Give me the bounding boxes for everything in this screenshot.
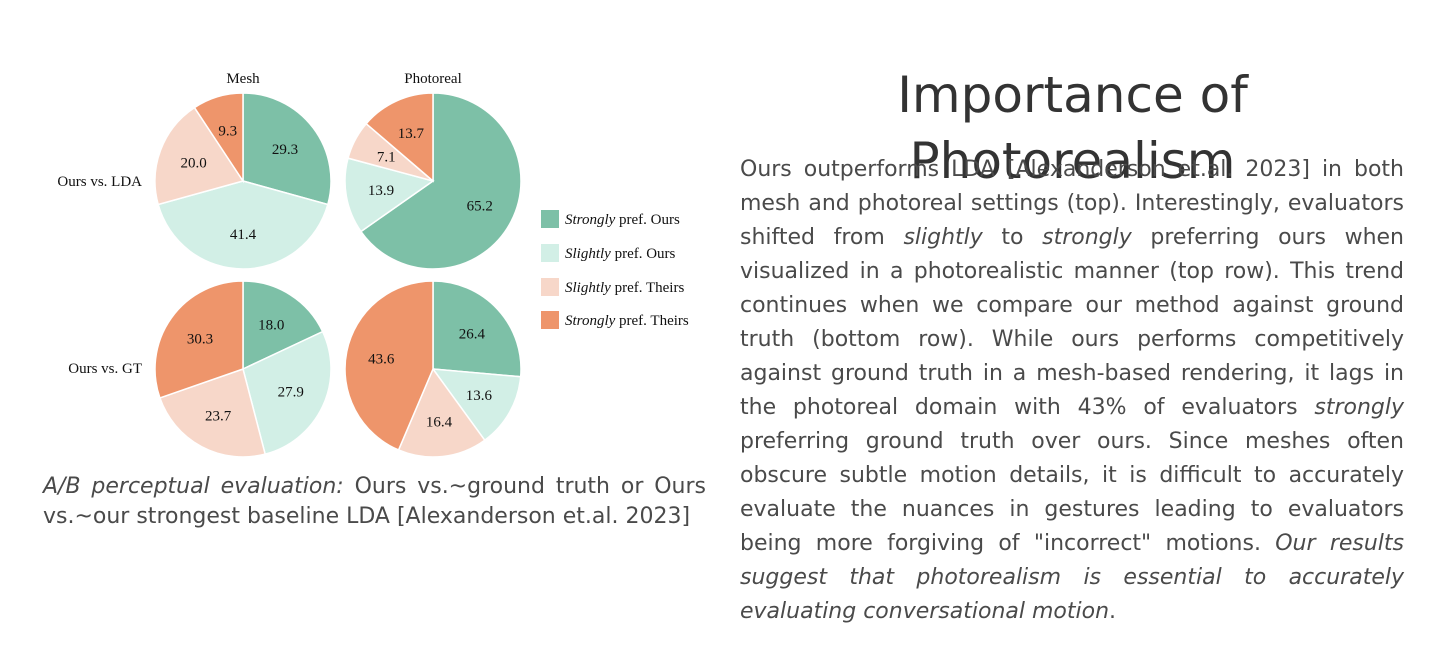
pie-ours-vs-gt-photoreal-value-label: 16.4 bbox=[426, 415, 453, 431]
caption-text: Ours vs.~ground truth or Ours vs.~our st… bbox=[43, 474, 706, 529]
legend-swatch-strongly-ours bbox=[541, 210, 559, 228]
emphasis-strongly: strongly bbox=[1042, 225, 1132, 250]
figure-caption: A/B perceptual evaluation: Ours vs.~grou… bbox=[43, 472, 706, 532]
emphasis-strongly-2: strongly bbox=[1314, 395, 1404, 420]
pie-ours-vs-gt-photoreal-slice-slightly-pref-theirs bbox=[397, 367, 486, 458]
pie-ours-vs-gt-photoreal-value-label: 13.6 bbox=[466, 388, 493, 404]
pie-ours-vs-lda-mesh-value-label: 29.3 bbox=[272, 142, 298, 158]
legend-swatch-strongly-theirs bbox=[541, 311, 559, 329]
pie-ours-vs-gt-photoreal-value-label: 26.4 bbox=[459, 326, 486, 342]
emphasis-conclusion: Our results suggest that photorealism is… bbox=[740, 531, 1405, 624]
pie-ours-vs-lda-mesh-slice-slightly-pref-theirs bbox=[154, 106, 245, 206]
pie-ours-vs-gt-mesh-slice-strongly-pref-theirs bbox=[154, 280, 244, 399]
row-label-ours-vs-gt: Ours vs. GT bbox=[68, 361, 142, 377]
paragraph-text-2: to bbox=[982, 225, 1043, 250]
pie-ours-vs-gt-mesh-value-label: 30.3 bbox=[187, 331, 213, 347]
paragraph-text-4: preferring ground truth over ours. Since… bbox=[740, 429, 1404, 556]
pie-ours-vs-lda-photoreal-value-label: 7.1 bbox=[377, 149, 396, 165]
pie-ours-vs-lda-photoreal-slice-slightly-pref-ours bbox=[344, 157, 435, 233]
legend-swatch-slightly-theirs bbox=[541, 278, 559, 296]
legend-item-slightly-ours: Slightly pref. Ours bbox=[565, 246, 676, 262]
pie-ours-vs-lda-mesh-slice-strongly-pref-theirs bbox=[193, 92, 244, 184]
pie-ours-vs-lda-photoreal-slice-strongly-pref-ours bbox=[359, 92, 522, 270]
pie-ours-vs-gt-photoreal-value-label: 43.6 bbox=[368, 352, 395, 368]
column-label-mesh: Mesh bbox=[226, 71, 260, 87]
pie-ours-vs-lda-photoreal-value-label: 13.7 bbox=[398, 126, 425, 142]
pie-ours-vs-lda-mesh-slice-slightly-pref-ours bbox=[157, 180, 329, 270]
legend-swatch-slightly-ours bbox=[541, 244, 559, 262]
paragraph-text-1: Ours outperforms LDA [Alexanderson et.al… bbox=[740, 157, 1404, 250]
section-title: Importance of Photorealism bbox=[897, 66, 1248, 190]
emphasis-slightly: slightly bbox=[903, 225, 983, 250]
pie-ours-vs-lda-mesh-value-label: 9.3 bbox=[218, 123, 237, 139]
legend-item-slightly-theirs: Slightly pref. Theirs bbox=[565, 280, 684, 296]
column-label-photoreal: Photoreal bbox=[404, 71, 462, 87]
caption-lead: A/B perceptual evaluation: bbox=[43, 474, 344, 499]
pie-ours-vs-lda-mesh-value-label: 41.4 bbox=[230, 227, 257, 243]
pie-ours-vs-lda-mesh-value-label: 20.0 bbox=[180, 156, 206, 172]
legend-item-strongly-theirs: Strongly pref. Theirs bbox=[565, 313, 689, 329]
pie-chart-figure: Mesh Photoreal Ours vs. LDA Ours vs. GT … bbox=[40, 60, 720, 465]
pie-ours-vs-lda-photoreal-value-label: 13.9 bbox=[368, 183, 394, 199]
pie-ours-vs-gt-mesh-value-label: 27.9 bbox=[278, 384, 304, 400]
pie-ours-vs-gt-photoreal-slice-strongly-pref-ours bbox=[432, 280, 522, 378]
pie-ours-vs-lda-photoreal-value-label: 65.2 bbox=[467, 198, 493, 214]
pie-ours-vs-gt-photoreal-slice-strongly-pref-theirs bbox=[344, 280, 434, 451]
pie-ours-vs-lda-mesh-slice-strongly-pref-ours bbox=[242, 92, 332, 206]
paragraph-text-3: preferring ours when visualized in a pho… bbox=[740, 225, 1405, 420]
pie-ours-vs-gt-mesh-slice-slightly-pref-ours bbox=[242, 330, 332, 456]
section-paragraph: Ours outperforms LDA [Alexanderson et.al… bbox=[740, 153, 1404, 629]
pie-ours-vs-gt-mesh-slice-strongly-pref-ours bbox=[242, 280, 324, 371]
paragraph-text-5: . bbox=[1109, 599, 1117, 624]
pie-ours-vs-gt-photoreal-slice-slightly-pref-ours bbox=[431, 368, 522, 442]
pie-ours-vs-gt-mesh-slice-slightly-pref-theirs bbox=[158, 368, 267, 458]
pie-ours-vs-gt-mesh-value-label: 18.0 bbox=[258, 317, 284, 333]
row-label-ours-vs-lda: Ours vs. LDA bbox=[57, 174, 142, 190]
pie-ours-vs-lda-photoreal-slice-strongly-pref-theirs bbox=[365, 92, 434, 183]
legend-item-strongly-ours: Strongly pref. Ours bbox=[565, 212, 680, 228]
pie-charts: Mesh Photoreal Ours vs. LDA Ours vs. GT … bbox=[57, 71, 689, 458]
pie-ours-vs-gt-mesh-value-label: 23.7 bbox=[205, 409, 232, 425]
